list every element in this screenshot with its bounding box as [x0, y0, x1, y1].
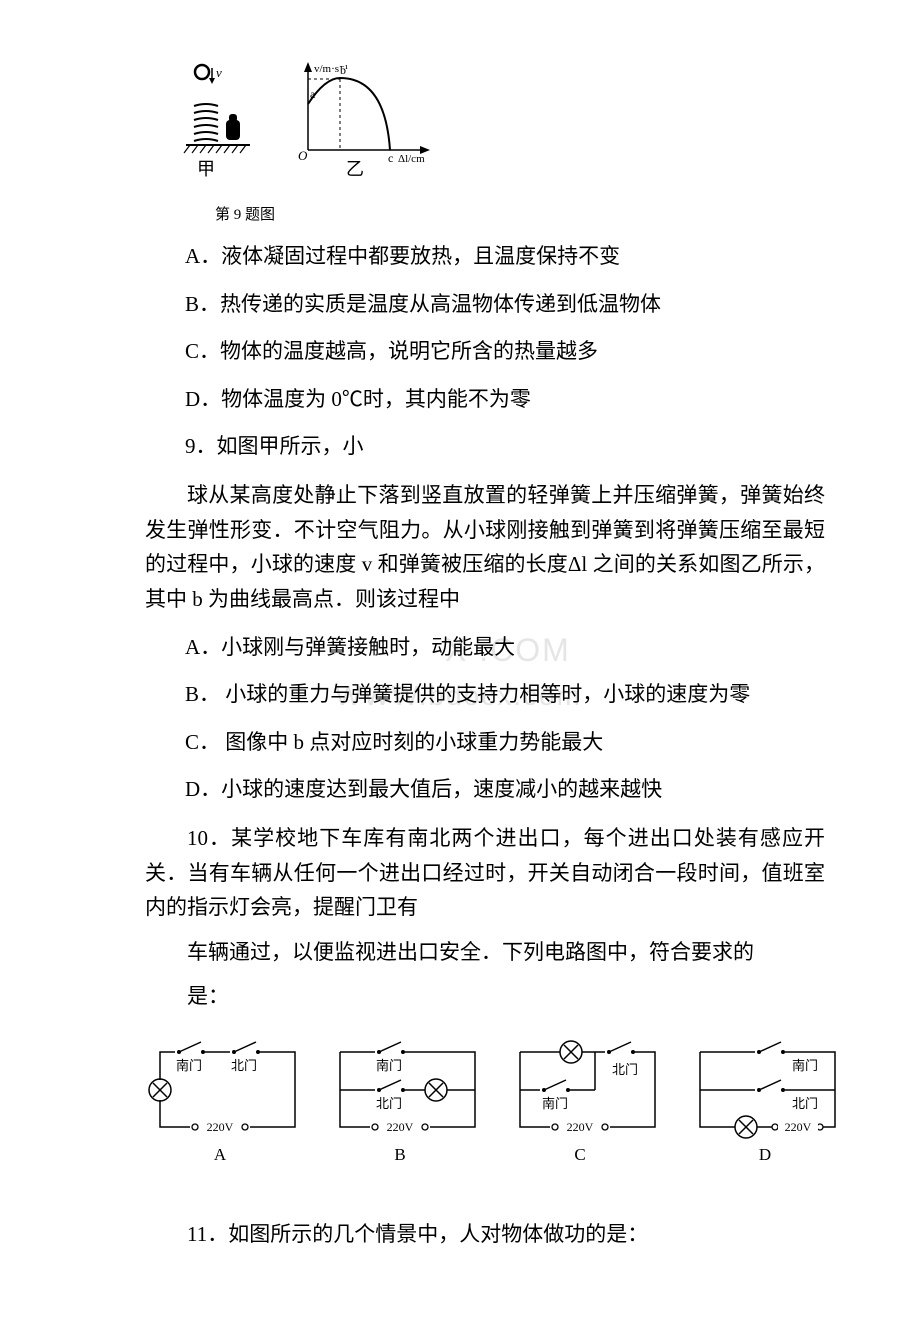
cD-north: 北门 — [792, 1096, 818, 1111]
q10-body3: 是： — [145, 979, 825, 1014]
fig-right-label: 乙 — [346, 159, 364, 179]
cD-voltage: 220V — [785, 1120, 812, 1134]
axis-x-label: Δl/cm — [398, 153, 425, 165]
circuit-diagrams: 南门 北门 220V A — [145, 1032, 825, 1187]
pt-c: c — [388, 151, 393, 165]
q9-option-d: D．小球的速度达到最大值后，速度减小的越来越快 — [185, 773, 825, 807]
cB-voltage: 220V — [387, 1120, 414, 1134]
q9-a-text: A．小球刚与弹簧接触时，动能最大 — [185, 635, 515, 659]
pt-a: a — [310, 87, 316, 101]
q11-line: 11．如图所示的几个情景中，人对物体做功的是： — [145, 1217, 825, 1252]
fig-left-label: 甲 — [197, 159, 215, 179]
q9-b-text: B． 小球的重力与弹簧提供的支持力相等时，小球的速度为零 — [185, 682, 750, 706]
q10-body2: 车辆通过，以便监视进出口安全．下列电路图中，符合要求的 — [145, 935, 825, 970]
q9-figure: v — [180, 60, 825, 195]
q9-lead: 9．如图甲所示，小 — [185, 430, 825, 464]
cC-north: 北门 — [612, 1062, 638, 1077]
cD-south: 南门 — [792, 1058, 818, 1073]
cA-label: A — [214, 1145, 227, 1164]
q8-option-b: B．热传递的实质是温度从高温物体传递到低温物体 — [185, 288, 825, 322]
fig9-caption: 第 9 题图 — [215, 203, 825, 224]
cA-voltage: 220V — [207, 1120, 234, 1134]
cB-north: 北门 — [376, 1096, 402, 1111]
q8-option-c: C．物体的温度越高，说明它所含的热量越多 — [185, 335, 825, 369]
q8-option-a: A．液体凝固过程中都要放热，且温度保持不变 — [185, 240, 825, 274]
cC-label: C — [574, 1145, 585, 1164]
q9-option-c: C． 图像中 b 点对应时刻的小球重力势能最大 — [185, 726, 825, 760]
cA-south: 南门 — [176, 1058, 202, 1073]
q9-option-a: X .COM A．小球刚与弹簧接触时，动能最大 — [185, 631, 825, 665]
cC-voltage: 220V — [567, 1120, 594, 1134]
cB-south: 南门 — [376, 1058, 402, 1073]
q10-body1: 10．某学校地下车库有南北两个进出口，每个进出口处装有感应开关．当有车辆从任何一… — [145, 821, 825, 925]
cA-north: 北门 — [231, 1058, 257, 1073]
q9-option-b: WWW.bdocx.com B． 小球的重力与弹簧提供的支持力相等时，小球的速度… — [185, 678, 825, 712]
cB-label: B — [394, 1145, 405, 1164]
ball-v-label: v — [216, 65, 222, 80]
q9-body: 球从某高度处静止下落到竖直放置的轻弹簧上并压缩弹簧，弹簧始终发生弹性形变．不计空… — [145, 478, 825, 617]
cD-label: D — [759, 1145, 771, 1164]
q8-option-d: D．物体温度为 0℃时，其内能不为零 — [185, 383, 825, 417]
pt-b: b — [340, 63, 346, 77]
origin-label: O — [298, 148, 308, 163]
cC-south: 南门 — [542, 1096, 568, 1111]
